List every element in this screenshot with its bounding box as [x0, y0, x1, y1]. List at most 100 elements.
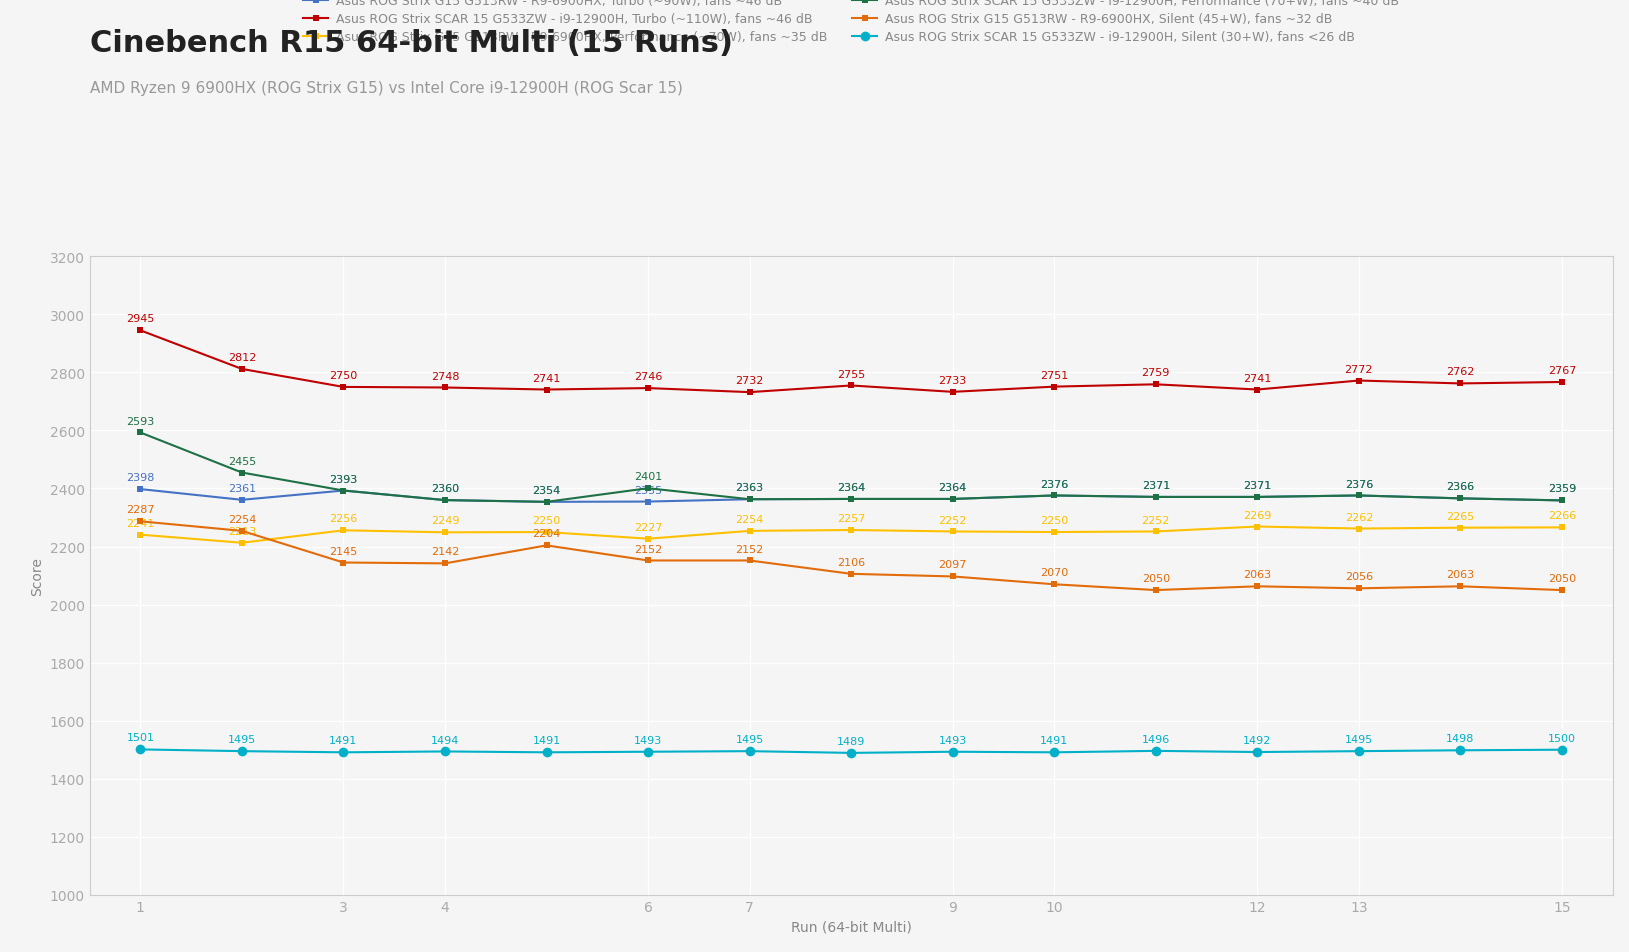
Asus ROG Strix G15 G513RW - R9-6900HX, Turbo (~90W), fans ~46 dB	[1044, 490, 1064, 502]
Line: Asus ROG Strix SCAR 15 G533ZW - i9-12900H, Performance (70+W), fans ~40 dB: Asus ROG Strix SCAR 15 G533ZW - i9-12900…	[137, 429, 1565, 506]
Text: 1501: 1501	[127, 733, 155, 743]
Text: 1491: 1491	[533, 736, 560, 745]
Text: 2746: 2746	[634, 371, 663, 382]
Asus ROG Strix G15 G513RW - R9-6900HX, Silent (45+W), fans ~32 dB	[740, 555, 759, 566]
Y-axis label: Score: Score	[29, 557, 44, 595]
Asus ROG Strix SCAR 15 G533ZW - i9-12900H, Performance (70+W), fans ~40 dB	[943, 494, 963, 506]
Text: 2750: 2750	[329, 370, 358, 381]
Asus ROG Strix G15 G513RW - R9-6900HX, Performance (~70W), fans ~35 dB	[536, 526, 555, 538]
Text: 2741: 2741	[533, 373, 560, 383]
Text: 2152: 2152	[634, 544, 663, 554]
Text: 2363: 2363	[736, 483, 764, 493]
Text: Cinebench R15 64-bit Multi (15 Runs): Cinebench R15 64-bit Multi (15 Runs)	[90, 29, 733, 57]
Asus ROG Strix SCAR 15 G533ZW - i9-12900H, Turbo (~110W), fans ~46 dB	[334, 382, 353, 393]
Text: 2145: 2145	[329, 546, 358, 556]
Asus ROG Strix SCAR 15 G533ZW - i9-12900H, Performance (70+W), fans ~40 dB	[1145, 491, 1165, 503]
Text: 2254: 2254	[228, 514, 256, 525]
Text: 2249: 2249	[430, 516, 459, 526]
Text: 2371: 2371	[1243, 481, 1272, 490]
Asus ROG Strix SCAR 15 G533ZW - i9-12900H, Silent (30+W), fans <26 dB	[841, 747, 860, 759]
Asus ROG Strix SCAR 15 G533ZW - i9-12900H, Turbo (~110W), fans ~46 dB	[1450, 378, 1469, 389]
Asus ROG Strix G15 G513RW - R9-6900HX, Silent (45+W), fans ~32 dB	[1248, 581, 1267, 592]
Text: 2056: 2056	[1346, 572, 1373, 582]
Text: 2398: 2398	[125, 472, 155, 483]
Line: Asus ROG Strix G15 G513RW - R9-6900HX, Silent (45+W), fans ~32 dB: Asus ROG Strix G15 G513RW - R9-6900HX, S…	[137, 518, 1565, 594]
Asus ROG Strix G15 G513RW - R9-6900HX, Turbo (~90W), fans ~46 dB	[1450, 493, 1469, 505]
Text: 2393: 2393	[329, 474, 358, 484]
Asus ROG Strix G15 G513RW - R9-6900HX, Turbo (~90W), fans ~46 dB	[231, 495, 251, 506]
Asus ROG Strix SCAR 15 G533ZW - i9-12900H, Performance (70+W), fans ~40 dB	[130, 427, 150, 439]
Asus ROG Strix SCAR 15 G533ZW - i9-12900H, Performance (70+W), fans ~40 dB	[1552, 495, 1572, 506]
Asus ROG Strix G15 G513RW - R9-6900HX, Turbo (~90W), fans ~46 dB	[740, 494, 759, 506]
Text: 2364: 2364	[938, 483, 968, 492]
Text: 2256: 2256	[329, 514, 358, 524]
Asus ROG Strix G15 G513RW - R9-6900HX, Performance (~70W), fans ~35 dB	[740, 526, 759, 537]
Text: 2359: 2359	[1548, 484, 1577, 494]
Asus ROG Strix G15 G513RW - R9-6900HX, Silent (45+W), fans ~32 dB	[1349, 583, 1368, 594]
Text: 2142: 2142	[430, 546, 459, 557]
Asus ROG Strix SCAR 15 G533ZW - i9-12900H, Performance (70+W), fans ~40 dB	[639, 483, 658, 494]
Text: 1495: 1495	[228, 734, 256, 744]
Asus ROG Strix SCAR 15 G533ZW - i9-12900H, Performance (70+W), fans ~40 dB	[740, 494, 759, 506]
Asus ROG Strix G15 G513RW - R9-6900HX, Performance (~70W), fans ~35 dB	[435, 527, 454, 539]
Text: 2366: 2366	[1447, 482, 1474, 492]
Text: 2376: 2376	[1039, 479, 1069, 489]
Asus ROG Strix G15 G513RW - R9-6900HX, Performance (~70W), fans ~35 dB	[639, 533, 658, 545]
Asus ROG Strix G15 G513RW - R9-6900HX, Performance (~70W), fans ~35 dB	[231, 538, 251, 549]
Legend: Asus ROG Strix G15 G513RW - R9-6900HX, Turbo (~90W), fans ~46 dB, Asus ROG Strix: Asus ROG Strix G15 G513RW - R9-6900HX, T…	[303, 0, 1399, 45]
Asus ROG Strix SCAR 15 G533ZW - i9-12900H, Silent (30+W), fans <26 dB	[943, 746, 963, 758]
Asus ROG Strix SCAR 15 G533ZW - i9-12900H, Silent (30+W), fans <26 dB	[1044, 746, 1064, 758]
Text: 2733: 2733	[938, 375, 968, 386]
Asus ROG Strix SCAR 15 G533ZW - i9-12900H, Performance (70+W), fans ~40 dB	[334, 486, 353, 497]
Text: 2371: 2371	[1142, 481, 1170, 490]
Text: 1493: 1493	[634, 735, 663, 745]
Asus ROG Strix G15 G513RW - R9-6900HX, Turbo (~90W), fans ~46 dB	[435, 495, 454, 506]
Text: 2767: 2767	[1548, 366, 1577, 376]
Text: 1491: 1491	[329, 736, 358, 745]
Text: 2748: 2748	[430, 371, 459, 381]
Text: 2366: 2366	[1447, 482, 1474, 492]
Text: 2755: 2755	[837, 369, 865, 379]
Asus ROG Strix SCAR 15 G533ZW - i9-12900H, Turbo (~110W), fans ~46 dB	[231, 364, 251, 375]
Text: 2376: 2376	[1344, 479, 1373, 489]
Text: 2762: 2762	[1447, 367, 1474, 377]
Text: 2204: 2204	[533, 529, 560, 539]
Text: 1495: 1495	[1344, 734, 1373, 744]
Asus ROG Strix SCAR 15 G533ZW - i9-12900H, Performance (70+W), fans ~40 dB	[435, 495, 454, 506]
Text: 2063: 2063	[1447, 569, 1474, 580]
Asus ROG Strix G15 G513RW - R9-6900HX, Performance (~70W), fans ~35 dB	[1552, 522, 1572, 533]
Text: 1491: 1491	[1039, 736, 1069, 745]
Asus ROG Strix SCAR 15 G533ZW - i9-12900H, Turbo (~110W), fans ~46 dB	[1145, 379, 1165, 390]
Text: 2355: 2355	[634, 486, 661, 495]
Asus ROG Strix G15 G513RW - R9-6900HX, Silent (45+W), fans ~32 dB	[231, 526, 251, 537]
Asus ROG Strix SCAR 15 G533ZW - i9-12900H, Silent (30+W), fans <26 dB	[536, 746, 555, 758]
Asus ROG Strix G15 G513RW - R9-6900HX, Performance (~70W), fans ~35 dB	[1145, 526, 1165, 538]
Text: 2593: 2593	[125, 416, 155, 426]
Text: 2063: 2063	[1243, 569, 1271, 580]
Text: 2455: 2455	[228, 456, 256, 466]
Text: 2227: 2227	[634, 523, 663, 532]
Asus ROG Strix SCAR 15 G533ZW - i9-12900H, Performance (70+W), fans ~40 dB	[536, 497, 555, 508]
Text: 2360: 2360	[432, 484, 459, 494]
Text: 2354: 2354	[533, 486, 560, 495]
Asus ROG Strix G15 G513RW - R9-6900HX, Performance (~70W), fans ~35 dB	[1044, 526, 1064, 538]
Text: 2393: 2393	[329, 474, 358, 484]
Text: 2252: 2252	[938, 515, 968, 525]
Text: 2741: 2741	[1243, 373, 1272, 383]
Asus ROG Strix SCAR 15 G533ZW - i9-12900H, Turbo (~110W), fans ~46 dB	[130, 326, 150, 337]
Asus ROG Strix SCAR 15 G533ZW - i9-12900H, Silent (30+W), fans <26 dB	[435, 746, 454, 758]
Asus ROG Strix SCAR 15 G533ZW - i9-12900H, Turbo (~110W), fans ~46 dB	[1044, 382, 1064, 393]
Asus ROG Strix SCAR 15 G533ZW - i9-12900H, Silent (30+W), fans <26 dB	[1349, 745, 1368, 757]
Text: 1489: 1489	[837, 736, 865, 746]
Text: 2213: 2213	[228, 526, 256, 536]
Asus ROG Strix G15 G513RW - R9-6900HX, Turbo (~90W), fans ~46 dB	[130, 484, 150, 495]
Text: 2751: 2751	[1039, 370, 1069, 380]
Asus ROG Strix G15 G513RW - R9-6900HX, Performance (~70W), fans ~35 dB	[943, 526, 963, 538]
Asus ROG Strix G15 G513RW - R9-6900HX, Silent (45+W), fans ~32 dB	[334, 557, 353, 568]
Asus ROG Strix G15 G513RW - R9-6900HX, Turbo (~90W), fans ~46 dB	[943, 494, 963, 506]
Text: 2070: 2070	[1039, 567, 1069, 578]
Text: 2152: 2152	[735, 544, 764, 554]
Asus ROG Strix SCAR 15 G533ZW - i9-12900H, Turbo (~110W), fans ~46 dB	[536, 385, 555, 396]
Text: 2241: 2241	[125, 518, 155, 528]
Text: 2812: 2812	[228, 352, 256, 363]
